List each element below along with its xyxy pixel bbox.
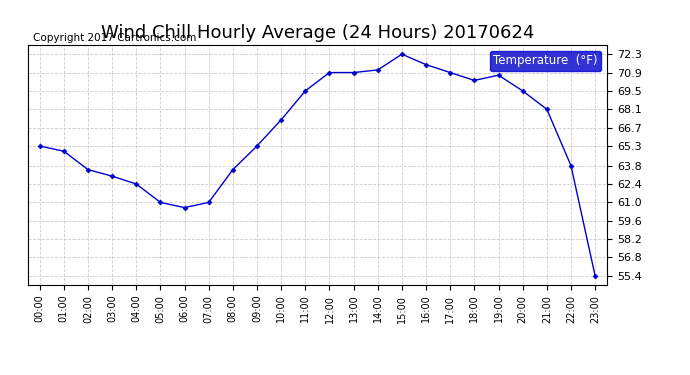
Title: Wind Chill Hourly Average (24 Hours) 20170624: Wind Chill Hourly Average (24 Hours) 201…: [101, 24, 534, 42]
Text: Copyright 2017 Cartronics.com: Copyright 2017 Cartronics.com: [33, 33, 197, 43]
Legend: Temperature  (°F): Temperature (°F): [490, 51, 601, 71]
